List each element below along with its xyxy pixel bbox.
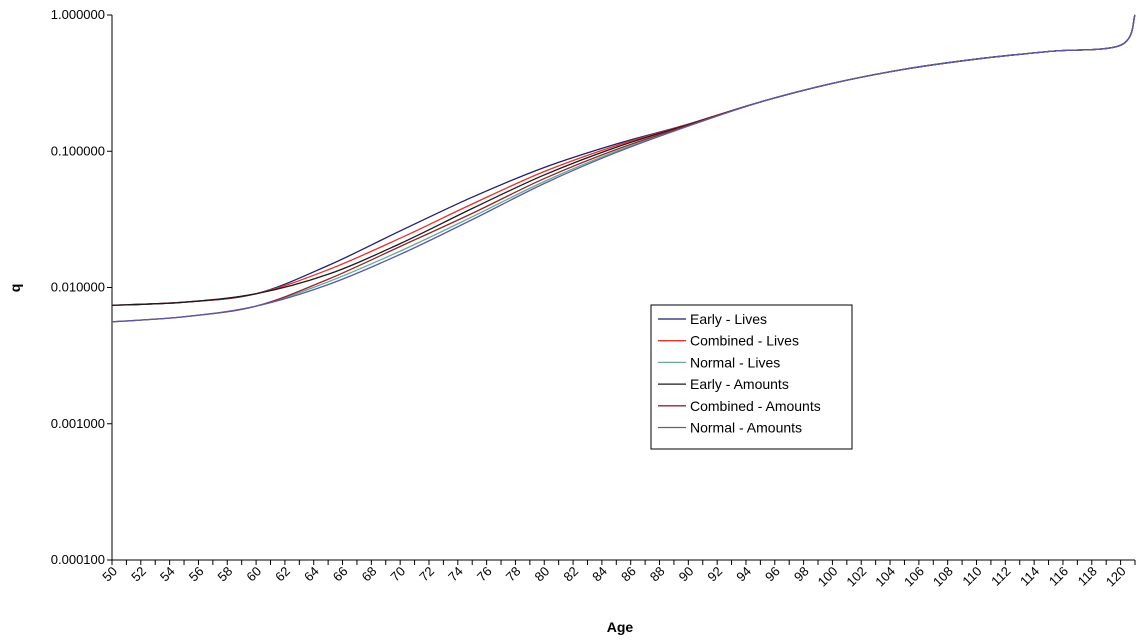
series-line-5	[111, 14, 1136, 323]
x-tick-label: 56	[186, 564, 207, 585]
y-tick-label: 0.000100	[51, 552, 105, 567]
legend-label: Normal - Amounts	[690, 420, 802, 436]
x-tick-label: 60	[243, 564, 264, 585]
x-tick-label: 114	[1017, 564, 1042, 589]
x-tick-label: 68	[359, 564, 380, 585]
legend: Early - Lives Combined - Lives Normal - Li…	[650, 304, 853, 450]
plot-area	[111, 14, 1136, 561]
series-line-6	[111, 14, 1136, 323]
x-tick-label: 92	[704, 564, 725, 585]
y-axis: 1.000000 0.100000 0.010000 0.001000 0.000100	[51, 7, 112, 567]
legend-box	[650, 304, 853, 450]
x-tick-label: 104	[872, 564, 898, 590]
x-tick-label: 84	[589, 564, 610, 585]
x-tick-label: 58	[215, 564, 236, 585]
x-tick-label: 118	[1075, 564, 1100, 589]
x-tick-label: 94	[733, 564, 754, 585]
y-tick-label: 0.100000	[51, 143, 105, 158]
x-tick-label: 52	[128, 564, 149, 585]
x-axis-title: Age	[607, 619, 634, 635]
x-tick-label: 54	[157, 564, 178, 585]
x-axis: 50 52 54 56 58 60 62 64 66 68 70 72 74 76 78 80 82 84 86 88…	[99, 560, 1136, 590]
y-axis-title: q	[7, 284, 23, 293]
x-tick-label: 86	[618, 564, 639, 585]
x-tick-label: 90	[676, 564, 697, 585]
legend-label: Normal - Lives	[690, 354, 780, 370]
legend-label: Combined - Lives	[690, 333, 799, 349]
legend-label: Early - Lives	[690, 311, 767, 327]
x-tick-label: 82	[560, 564, 581, 585]
x-tick-label: 78	[503, 564, 524, 585]
x-tick-label: 88	[647, 564, 668, 585]
x-tick-label: 100	[815, 564, 841, 590]
x-tick-label: 74	[445, 564, 466, 585]
x-tick-label: 66	[330, 564, 351, 585]
x-tick-label: 64	[301, 564, 322, 585]
x-tick-label: 116	[1046, 564, 1071, 589]
x-tick-label: 70	[387, 564, 408, 585]
x-tick-label: 106	[901, 564, 927, 590]
legend-label: Early - Amounts	[690, 376, 789, 392]
x-tick-label: 80	[532, 564, 553, 585]
x-tick-label: 108	[930, 564, 956, 590]
x-tick-label: 96	[762, 564, 783, 585]
x-tick-label: 62	[272, 564, 293, 585]
legend-label: Combined - Amounts	[690, 398, 821, 414]
series-line-3	[111, 14, 1136, 323]
x-tick-label: 102	[843, 564, 869, 590]
series-lines	[111, 14, 1136, 323]
x-tick-label: 112	[988, 564, 1013, 589]
x-tick-label: 120	[1103, 564, 1129, 590]
y-tick-label: 0.001000	[51, 416, 105, 431]
y-tick-label: 0.010000	[51, 280, 105, 295]
x-tick-label: 76	[474, 564, 495, 585]
x-tick-label: 98	[791, 564, 812, 585]
y-tick-label: 1.000000	[51, 7, 105, 22]
x-tick-label: 72	[416, 564, 437, 585]
x-tick-label: 110	[959, 564, 984, 589]
